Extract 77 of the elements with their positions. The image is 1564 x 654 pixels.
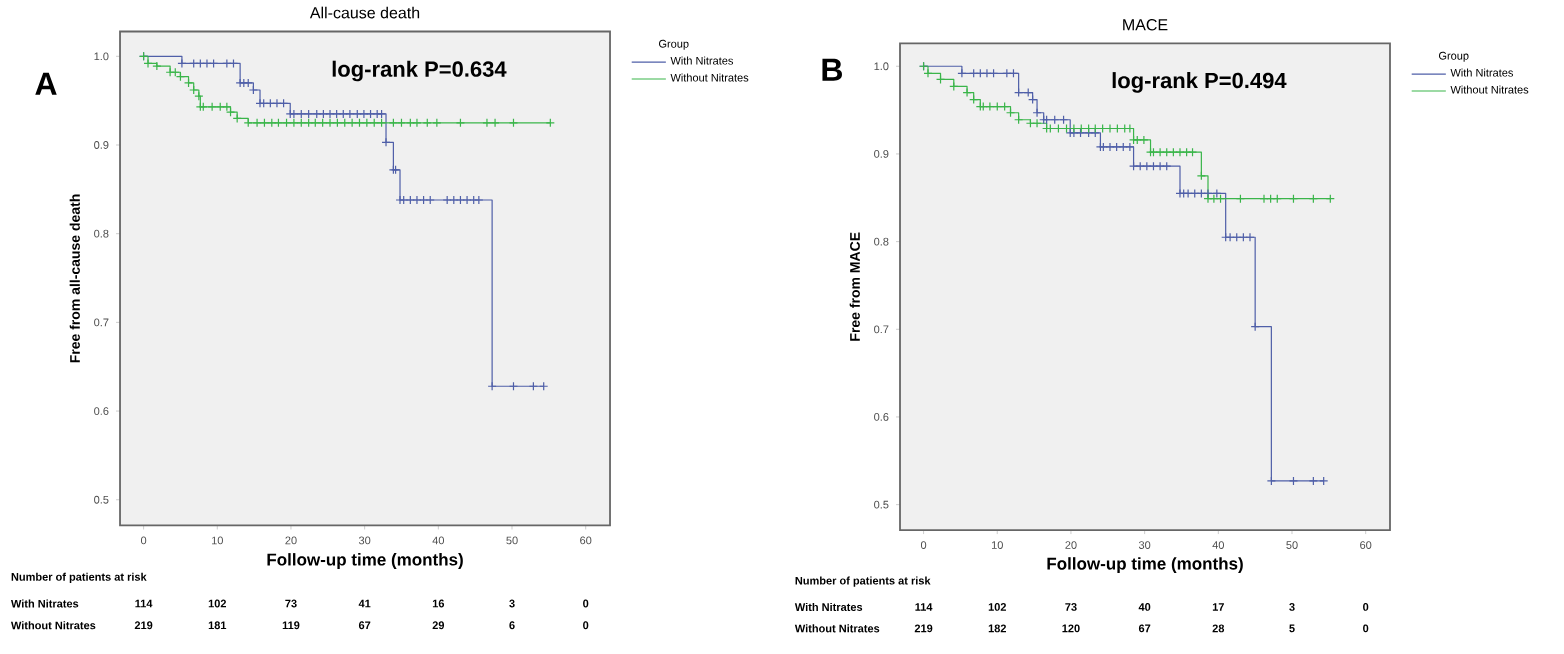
point (399, 195, 409, 205)
point (1245, 232, 1255, 242)
point (189, 85, 199, 95)
point (487, 381, 497, 391)
point (215, 102, 225, 112)
point (177, 58, 187, 68)
point (345, 109, 355, 119)
x-axis-title: Follow-up time (months) (267, 553, 463, 569)
point (352, 109, 362, 119)
point (449, 195, 459, 205)
point (252, 118, 262, 128)
point (957, 68, 967, 78)
point (1112, 142, 1122, 152)
point (272, 98, 282, 108)
point (325, 109, 335, 119)
x-axis-title: Follow-up time (months) (1047, 557, 1243, 573)
point (222, 58, 232, 68)
point (462, 195, 472, 205)
point (412, 195, 422, 205)
point (432, 118, 442, 128)
point (490, 118, 500, 128)
point (982, 68, 992, 78)
point (289, 118, 299, 128)
point (381, 137, 391, 147)
point (482, 118, 492, 128)
point (1308, 476, 1318, 486)
chart-title: MACE (1123, 19, 1168, 31)
point (359, 109, 369, 119)
point (325, 118, 335, 128)
text: B (822, 58, 842, 81)
point (248, 85, 258, 95)
point (194, 91, 204, 101)
point (165, 67, 175, 77)
point (412, 118, 422, 128)
point (296, 109, 306, 119)
point (1118, 142, 1128, 152)
point (222, 102, 232, 112)
point (1203, 194, 1213, 204)
chart-title: All-cause death (309, 6, 420, 19)
point (405, 195, 415, 205)
point (1032, 118, 1042, 128)
point (365, 109, 376, 119)
point (207, 102, 217, 112)
point (1209, 194, 1219, 204)
point (1203, 188, 1213, 198)
point (923, 68, 933, 78)
point (312, 109, 322, 119)
point (202, 58, 212, 68)
point (332, 109, 342, 119)
point (425, 195, 435, 205)
point (442, 195, 452, 205)
point (1196, 171, 1206, 181)
point (418, 195, 429, 205)
point (1075, 128, 1086, 138)
point (1288, 476, 1299, 486)
point (362, 118, 372, 128)
point (1266, 476, 1276, 486)
point (1175, 147, 1185, 157)
point (338, 109, 348, 119)
point (1105, 142, 1115, 152)
point (1155, 161, 1165, 171)
text: A (35, 72, 57, 95)
point (455, 195, 466, 205)
point (1032, 108, 1042, 118)
point (1155, 147, 1165, 157)
point (1259, 194, 1269, 204)
point (347, 118, 357, 128)
annotation: log-rank P=0.494 (1112, 72, 1287, 93)
point (1125, 142, 1135, 152)
point (183, 78, 194, 88)
point (318, 109, 328, 119)
point (474, 195, 484, 205)
point (1139, 135, 1149, 145)
point (304, 109, 314, 119)
point (962, 87, 972, 98)
annotation: log-rank P=0.634 (332, 60, 507, 82)
point (985, 101, 995, 112)
